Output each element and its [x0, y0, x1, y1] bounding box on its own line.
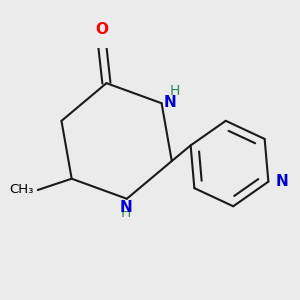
Text: N: N: [119, 200, 132, 215]
Text: H: H: [169, 84, 180, 98]
Text: N: N: [164, 94, 177, 110]
Text: CH₃: CH₃: [9, 184, 33, 196]
Text: O: O: [95, 22, 108, 37]
Text: H: H: [121, 206, 131, 220]
Text: N: N: [275, 174, 288, 189]
